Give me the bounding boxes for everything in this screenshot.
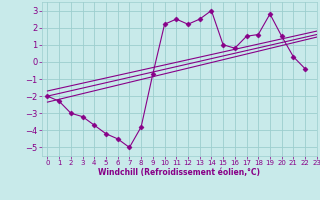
X-axis label: Windchill (Refroidissement éolien,°C): Windchill (Refroidissement éolien,°C) bbox=[98, 168, 260, 177]
